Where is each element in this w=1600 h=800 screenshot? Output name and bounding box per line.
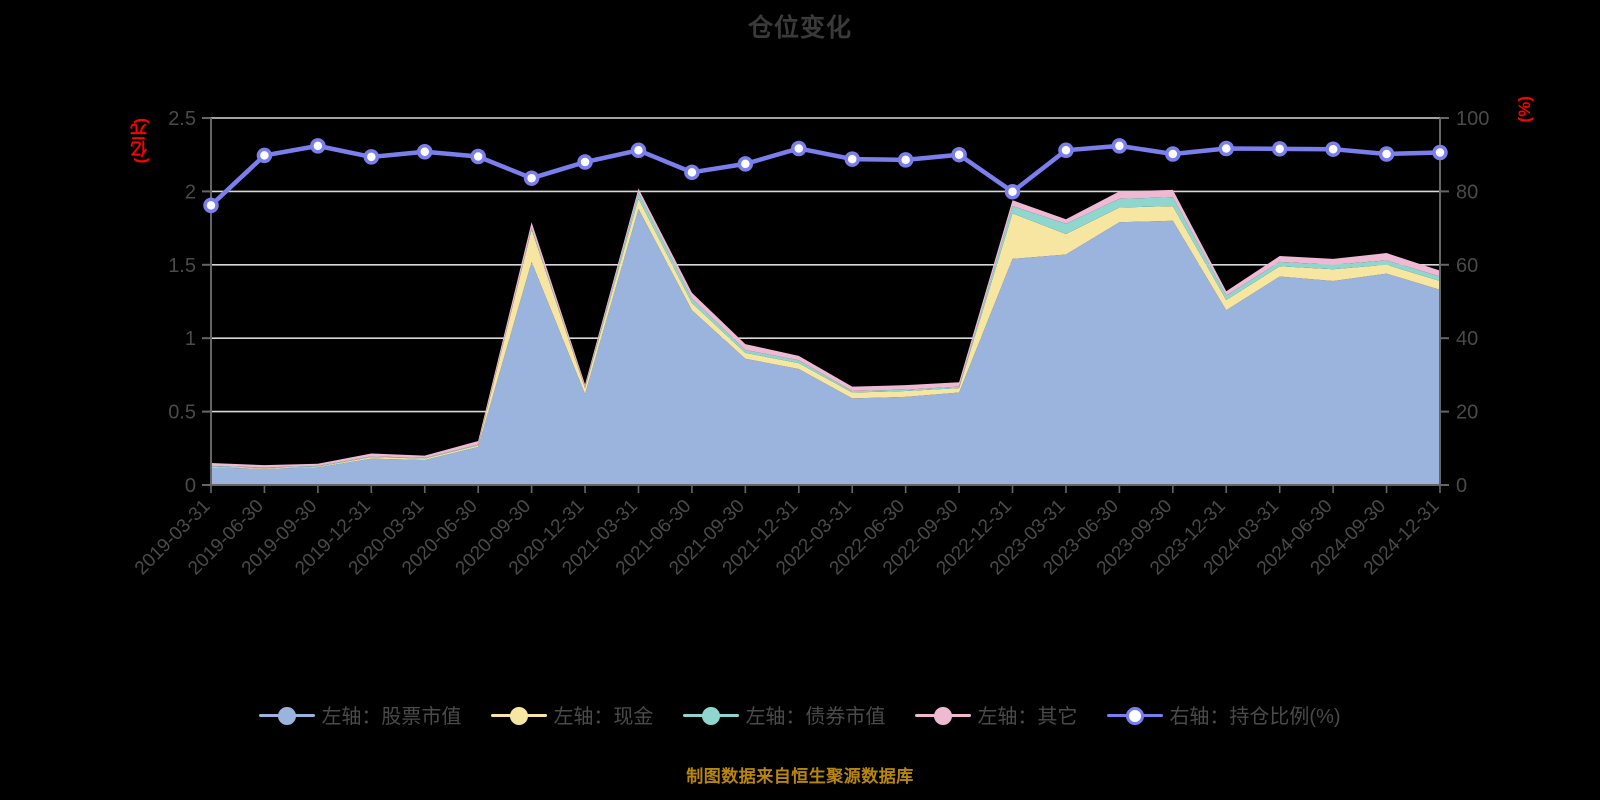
line-series-point[interactable] — [951, 146, 967, 163]
line-series-point[interactable] — [256, 147, 273, 164]
right-axis-tick-label: 0 — [1456, 475, 1467, 497]
line-series-point[interactable] — [363, 149, 380, 165]
legend-item-label: 左轴：股票市值 — [321, 706, 462, 728]
line-series-point[interactable] — [897, 152, 914, 168]
chart-legend: 左轴：股票市值 左轴：现金 左轴：债券市值 左轴：其它 右轴：持仓比例(%) — [0, 700, 1600, 729]
line-series-point[interactable] — [203, 197, 219, 214]
line-series-point[interactable] — [1432, 144, 1448, 161]
line-series-point[interactable] — [416, 144, 433, 160]
legend-item-label: 左轴：债券市值 — [745, 706, 886, 728]
line-series-point[interactable] — [1271, 141, 1288, 157]
line-series-point[interactable] — [1165, 146, 1181, 162]
legend-item-label: 右轴：持仓比例(%) — [1169, 706, 1341, 728]
right-axis-tick-label: 60 — [1456, 255, 1478, 277]
line-series-point[interactable] — [310, 138, 326, 154]
line-series-point[interactable] — [1111, 138, 1128, 154]
legend-marker-icon — [915, 705, 972, 725]
line-series-point[interactable] — [1058, 142, 1074, 159]
left-axis-tick-label: 1.5 — [168, 255, 196, 277]
legend-item-label: 左轴：其它 — [977, 706, 1078, 728]
area-series-0 — [211, 209, 1440, 485]
legend-item-0[interactable]: 左轴：股票市值 — [259, 700, 461, 729]
line-series-point[interactable] — [1004, 184, 1021, 200]
line-series-point[interactable] — [577, 154, 593, 170]
line-series-point[interactable] — [630, 142, 647, 159]
line-series-point[interactable] — [470, 148, 486, 165]
legend-item-2[interactable]: 左轴：债券市值 — [683, 700, 885, 729]
left-axis-tick-label: 2 — [185, 181, 196, 203]
line-series-point[interactable] — [1325, 141, 1341, 157]
right-axis-tick-label: 20 — [1456, 402, 1478, 424]
line-series-point[interactable] — [791, 140, 807, 157]
line-series-point[interactable] — [844, 151, 860, 167]
line-series-point[interactable] — [1218, 140, 1235, 157]
legend-item-4[interactable]: 右轴：持仓比例(%) — [1107, 700, 1341, 729]
chart-canvas: 00.511.522.50204060801002019-03-312019-0… — [131, 108, 1489, 579]
line-series-holding-ratio — [208, 143, 1443, 208]
right-axis-tick-label: 100 — [1456, 108, 1489, 130]
line-series-point[interactable] — [684, 164, 700, 181]
legend-marker-icon — [491, 705, 548, 725]
plot-area: 0 0.5 1 1.5 2 2.5 0 20 40 60 80 100 2019-03-31 2019-0… — [131, 108, 1489, 579]
legend-item-1[interactable]: 左轴：现金 — [491, 700, 653, 729]
source-note: 制图数据来自恒生聚源数据库 — [686, 767, 914, 786]
legend-item-3[interactable]: 左轴：其它 — [915, 700, 1077, 729]
left-axis-tick-label: 2.5 — [168, 108, 196, 130]
legend-item-label: 左轴：现金 — [553, 706, 654, 728]
legend-marker-icon — [259, 705, 316, 725]
page-title: 仓位变化 — [747, 14, 852, 42]
right-axis-tick-label: 80 — [1456, 181, 1478, 203]
line-series-point[interactable] — [523, 170, 540, 186]
legend-marker-icon — [1107, 705, 1164, 725]
left-axis-tick-label: 1 — [185, 328, 196, 350]
left-axis-tick-label: 0 — [185, 475, 196, 497]
right-axis-tick-label: 40 — [1456, 328, 1478, 350]
left-axis-tick-label: 0.5 — [168, 402, 196, 424]
line-series-point[interactable] — [737, 156, 754, 172]
line-series-point[interactable] — [1378, 146, 1395, 162]
legend-marker-icon — [683, 705, 740, 725]
